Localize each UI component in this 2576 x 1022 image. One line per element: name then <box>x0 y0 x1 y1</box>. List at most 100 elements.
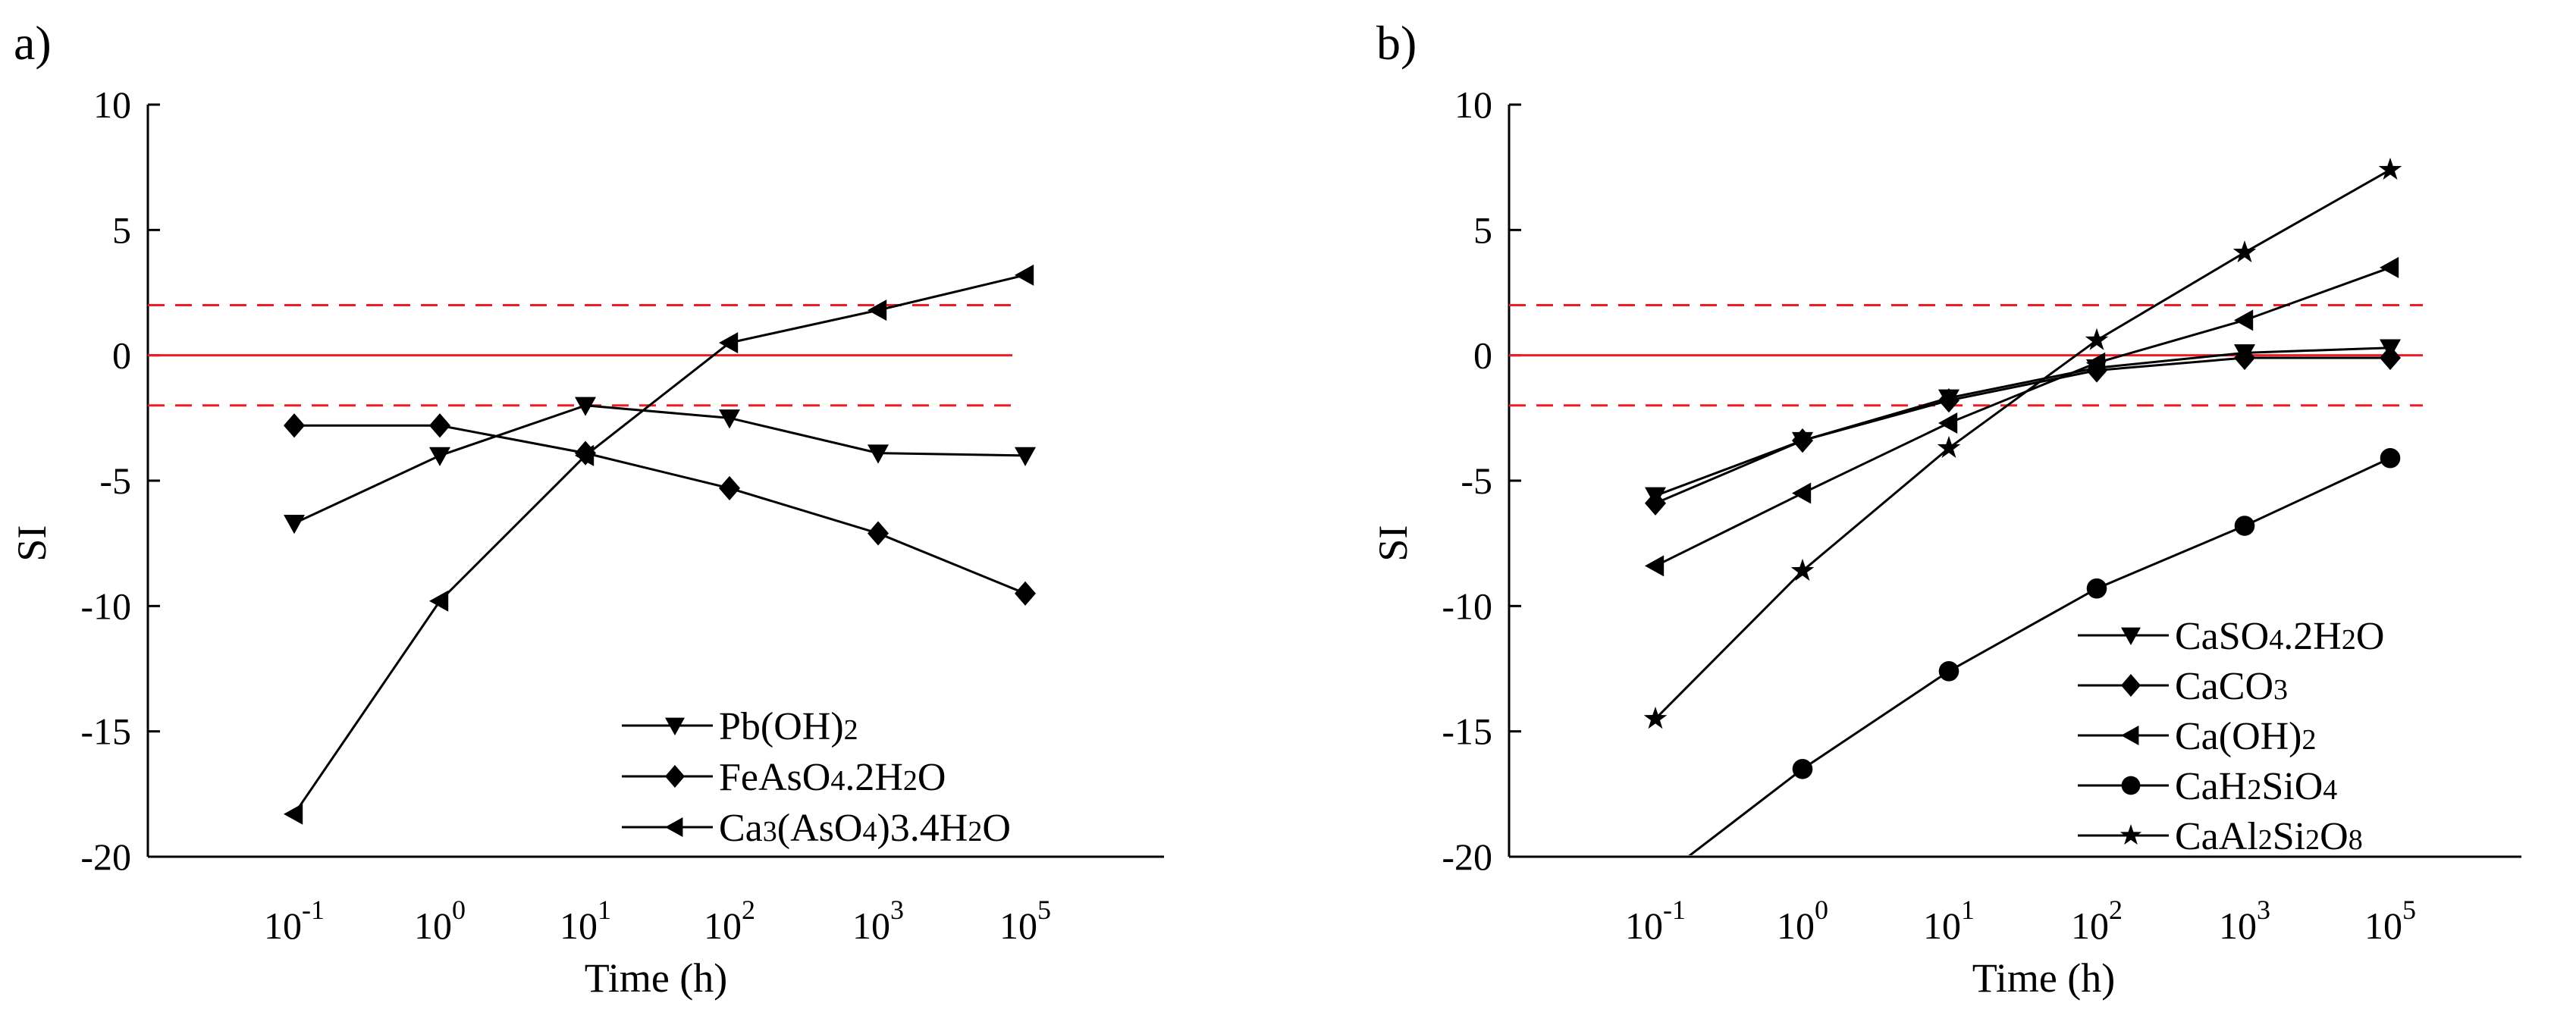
data-point <box>1938 661 1959 682</box>
legend-item: CaSO4.2H2O <box>2078 615 2384 658</box>
data-point <box>284 515 305 535</box>
data-point <box>2380 447 2401 469</box>
data-point <box>1938 388 1959 413</box>
data-point <box>2234 309 2254 331</box>
y-tick-label: 0 <box>1473 334 1492 377</box>
x-tick-label: 103 <box>2219 895 2270 947</box>
y-tick-label: 10 <box>93 83 131 126</box>
legend-label: CaH2SiO4 <box>2175 765 2337 808</box>
series-line <box>1654 168 2391 720</box>
series-CaH2SiO4 <box>1688 447 2401 855</box>
x-tick-label: 10-1 <box>264 895 325 947</box>
legend-label: CaSO4.2H2O <box>2175 615 2384 658</box>
legend-label: Ca3(AsO4)3.4H2O <box>719 807 1011 850</box>
y-tick-label: -5 <box>99 459 131 502</box>
legend-label: FeAsO4.2H2O <box>719 756 946 799</box>
data-point <box>868 521 889 546</box>
legend-marker <box>2119 824 2142 845</box>
legend-label: Pb(OH)2 <box>719 705 858 748</box>
x-tick-label: 105 <box>999 895 1051 947</box>
legend-marker <box>665 817 683 837</box>
y-tick-label: 10 <box>1454 83 1492 126</box>
data-point <box>1792 428 1813 453</box>
data-point <box>2085 328 2109 350</box>
panel-label: b) <box>1376 16 1417 70</box>
data-point <box>1790 558 1815 582</box>
legend-item: Ca(OH)2 <box>2078 715 2317 758</box>
legend-marker <box>665 765 685 788</box>
legend-marker <box>665 717 685 735</box>
data-point <box>868 299 887 321</box>
data-point <box>719 409 740 429</box>
y-tick-label: -20 <box>1442 835 1492 878</box>
data-point <box>575 444 595 466</box>
data-point <box>2232 240 2257 263</box>
data-point <box>2086 578 2107 599</box>
x-axis-title: Time (h) <box>1972 955 2116 1001</box>
data-point <box>1938 412 1958 434</box>
legend-item: CaAl2Si2O8 <box>2078 815 2363 858</box>
data-point <box>1645 491 1666 516</box>
x-tick-label: 100 <box>414 895 466 947</box>
panel-label: a) <box>14 16 52 70</box>
series-Ca3(AsO4)3.4H2O <box>284 264 1034 825</box>
data-point <box>284 803 303 825</box>
series-FeAsO4.2H2O <box>284 413 1036 606</box>
legend-item: CaCO3 <box>2078 665 2288 708</box>
y-tick-label: 5 <box>112 208 131 251</box>
series-CaAl2Si2O8 <box>1643 157 2402 729</box>
legend-marker <box>2121 627 2141 645</box>
series-line <box>294 424 1026 595</box>
x-tick-label: 101 <box>560 895 611 947</box>
y-tick-label: -10 <box>80 585 131 627</box>
series-Pb(OH)2 <box>284 397 1036 535</box>
x-axis-title: Time (h) <box>585 955 728 1001</box>
x-tick-label: 103 <box>852 895 904 947</box>
data-point <box>1015 264 1034 286</box>
series-line <box>1655 356 2390 505</box>
x-tick-label: 102 <box>2071 895 2123 947</box>
series-CaCO3 <box>1645 345 2401 516</box>
legend-marker <box>2121 726 2139 745</box>
legend-item: Pb(OH)2 <box>622 705 858 748</box>
series-line <box>1655 346 2391 497</box>
x-tick-label: 105 <box>2364 895 2416 947</box>
y-tick-label: -10 <box>1442 585 1492 627</box>
y-tick-label: 0 <box>112 334 131 377</box>
legend-marker <box>2121 674 2141 697</box>
data-point <box>2380 256 2399 278</box>
data-point <box>429 447 450 466</box>
legend-marker <box>2121 776 2141 795</box>
y-tick-label: 5 <box>1473 208 1492 251</box>
data-point <box>2378 157 2402 180</box>
x-tick-label: 101 <box>1923 895 1975 947</box>
data-point <box>429 413 450 438</box>
series-line <box>293 274 1026 815</box>
data-point <box>1792 758 1813 779</box>
data-point <box>719 475 740 501</box>
data-point <box>429 590 449 612</box>
y-tick-label: -5 <box>1461 459 1492 502</box>
series-line <box>1688 456 2391 855</box>
series-CaSO4.2H2O <box>1645 339 2401 506</box>
y-tick-label: -20 <box>80 835 131 878</box>
legend-label: CaCO3 <box>2175 665 2288 708</box>
x-tick-label: 100 <box>1777 895 1828 947</box>
data-point <box>1015 447 1036 466</box>
x-tick-label: 10-1 <box>1625 895 1686 947</box>
legend-item: FeAsO4.2H2O <box>622 756 946 799</box>
data-point <box>2234 516 2255 536</box>
data-point <box>1937 435 1961 458</box>
data-point <box>1015 581 1036 606</box>
series-line <box>1655 266 2391 567</box>
data-point <box>868 444 889 464</box>
legend-label: CaAl2Si2O8 <box>2175 815 2363 858</box>
legend-item: CaH2SiO4 <box>2078 765 2337 808</box>
data-point <box>1645 555 1665 577</box>
legend-label: Ca(OH)2 <box>2175 715 2317 758</box>
y-axis-title: SI <box>1370 525 1416 562</box>
legend-item: Ca3(AsO4)3.4H2O <box>622 807 1011 850</box>
